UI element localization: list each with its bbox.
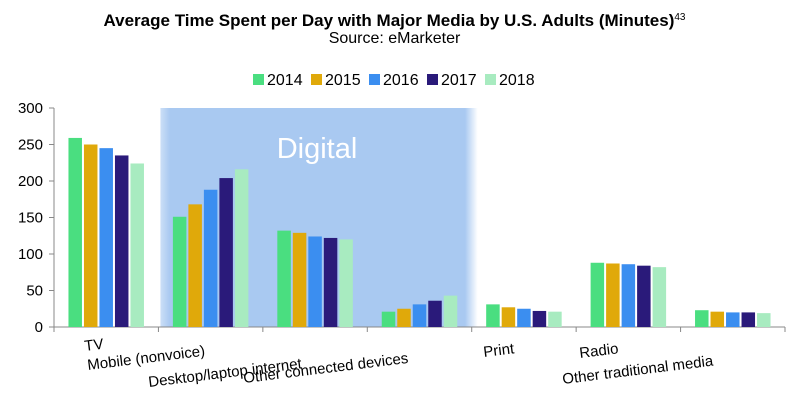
y-tick-label: 0 [35,319,43,336]
bar [308,236,322,327]
bar [590,262,605,327]
bar [68,137,82,327]
legend-label: 2017 [441,72,477,89]
y-tick-label: 150 [18,210,43,227]
bar [130,163,144,327]
legend-label: 2015 [325,72,361,89]
bar [501,307,516,327]
y-tick-label: 50 [26,283,43,300]
bar [397,308,411,327]
bar [277,230,291,327]
bar [219,178,233,327]
bar [99,148,113,327]
bar [428,300,442,327]
y-tick-label: 100 [18,246,43,263]
legend-swatch [253,74,264,85]
bar [621,264,636,327]
legend-label: 2018 [499,72,535,89]
legend-swatch [485,74,496,85]
x-category-label: TV [83,336,104,355]
bar [606,263,620,327]
bar [323,237,338,327]
bar [381,311,396,327]
bar [710,311,725,327]
bar [443,295,458,327]
legend-swatch [369,74,380,85]
bar [532,310,547,327]
bar [757,313,771,327]
digital-band-label: Digital [277,133,358,165]
bar [188,204,202,327]
bar [637,265,651,327]
y-tick-label: 200 [18,173,43,190]
bar [726,312,740,327]
legend-label: 2016 [383,72,419,89]
bar [652,267,667,327]
bar [517,308,531,327]
bar [548,311,562,327]
bar [741,312,756,327]
x-category-label: Radio [578,340,619,362]
bar [83,144,98,327]
chart-subtitle: Source: eMarketer [328,30,461,47]
bar [172,216,187,327]
y-tick-label: 300 [18,100,43,117]
y-tick-label: 250 [18,137,43,154]
legend-swatch [427,74,438,85]
bar [292,232,307,327]
bar [486,304,500,327]
legend-swatch [311,74,322,85]
x-category-label: Print [482,340,516,361]
bar [412,304,427,327]
bar [339,239,353,327]
title-footnote: 43 [674,12,686,23]
chart-title: Average Time Spent per Day with Major Me… [103,11,686,30]
x-category-label: Other connected devices [242,350,409,387]
legend-label: 2014 [267,72,303,89]
bar [234,169,249,327]
bar [203,189,218,327]
bar [114,155,129,327]
bar [695,310,709,327]
